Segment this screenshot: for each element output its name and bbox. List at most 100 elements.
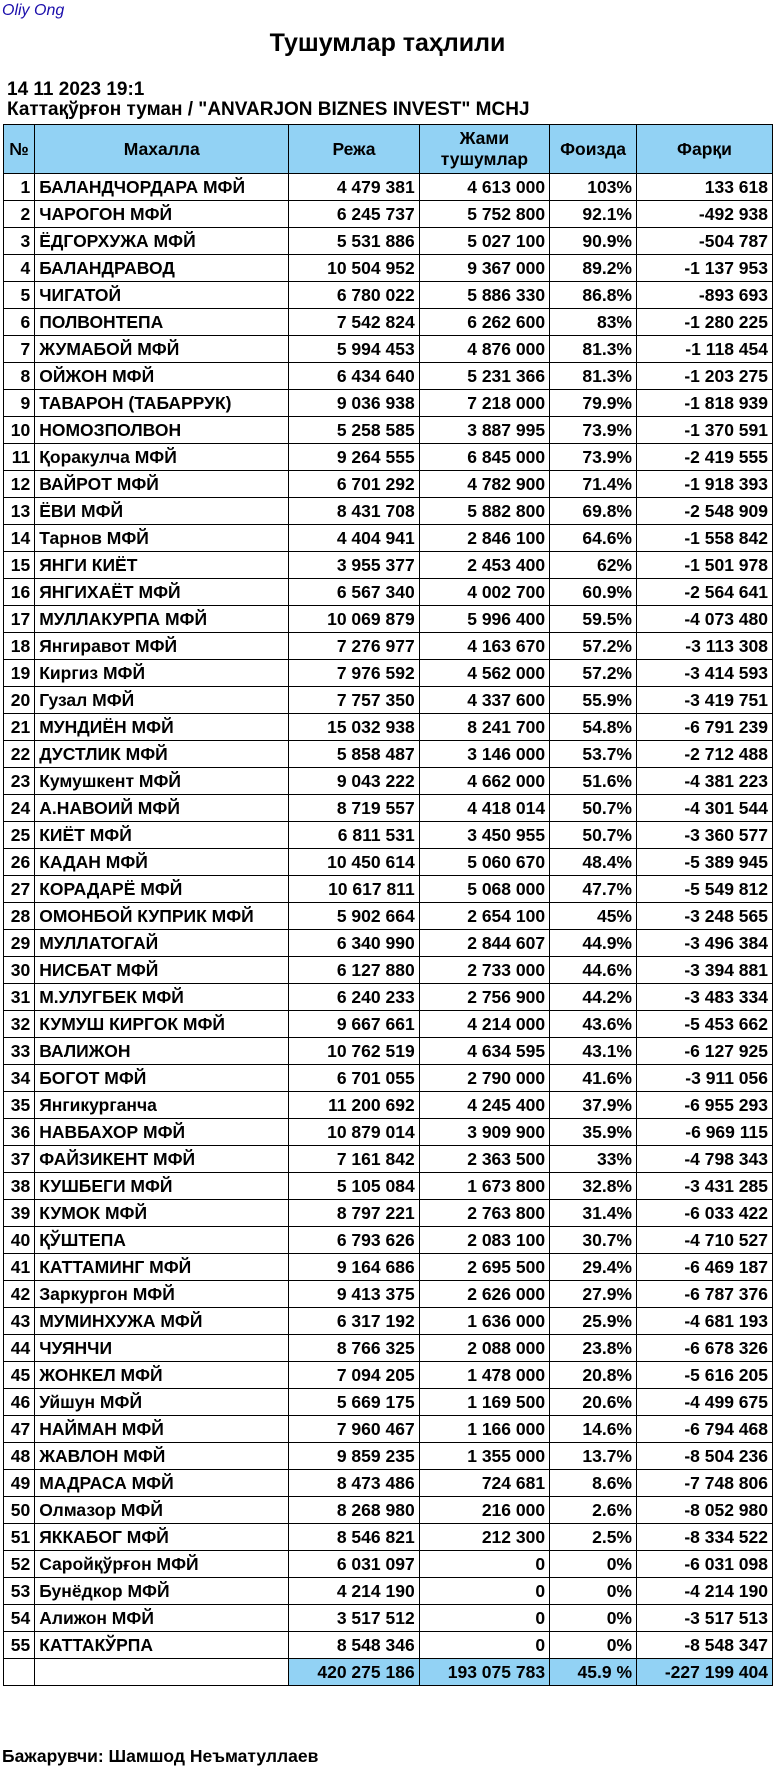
cell-income: 0 — [418, 1631, 551, 1659]
cell-percent: 89.2% — [549, 254, 637, 282]
cell-difference: -4 301 544 — [636, 794, 773, 822]
cell-income: 6 845 000 — [418, 443, 551, 471]
cell-percent: 55.9% — [549, 686, 637, 714]
cell-income: 4 337 600 — [418, 686, 551, 714]
col-header-total-income: Жами тушумлар — [418, 124, 551, 174]
cell-mahalla: МУМИНХУЖА МФЙ — [34, 1307, 290, 1335]
cell-plan: 6 567 340 — [288, 578, 420, 606]
cell-number: 49 — [2, 1469, 36, 1497]
cell-number: 29 — [2, 929, 36, 957]
cell-difference: -4 214 190 — [636, 1577, 773, 1605]
cell-plan: 9 667 661 — [288, 1010, 420, 1038]
page-title: Тушумлар таҳлили — [269, 29, 506, 57]
cell-plan: 8 546 821 — [288, 1523, 420, 1551]
cell-plan: 10 617 811 — [288, 875, 420, 903]
cell-difference: -2 712 488 — [636, 740, 773, 768]
cell-income: 0 — [418, 1604, 551, 1632]
cell-difference: -6 678 326 — [636, 1334, 773, 1362]
brand-link[interactable]: Oliy Ong — [2, 2, 65, 19]
table-row: 31 М.УЛУГБЕК МФЙ 6 240 233 2 756 900 44.2% -3… — [2, 983, 773, 1011]
cell-number: 8 — [2, 362, 36, 390]
cell-plan: 7 276 977 — [288, 632, 420, 660]
cell-difference: -3 517 513 — [636, 1604, 773, 1632]
cell-number: 41 — [2, 1253, 36, 1281]
cell-percent: 0% — [549, 1631, 637, 1659]
cell-income: 0 — [418, 1550, 551, 1578]
cell-plan: 6 780 022 — [288, 281, 420, 309]
cell-percent: 79.9% — [549, 389, 637, 417]
table-row: 3 ЁДГОРХУЖА МФЙ 5 531 886 5 027 100 90.9% -50… — [2, 227, 773, 255]
cell-income: 1 636 000 — [418, 1307, 551, 1335]
cell-mahalla: ЯККАБОГ МФЙ — [34, 1523, 290, 1551]
table-row: 26 КАДАН МФЙ 10 450 614 5 060 670 48.4% -5 38… — [2, 848, 773, 876]
table-row: 5 ЧИГАТОЙ 6 780 022 5 886 330 86.8% -893 693 — [2, 281, 773, 309]
cell-difference: -6 787 376 — [636, 1280, 773, 1308]
cell-mahalla: ОЙЖОН МФЙ — [34, 362, 290, 390]
cell-number: 53 — [2, 1577, 36, 1605]
cell-percent: 53.7% — [549, 740, 637, 768]
cell-number: 40 — [2, 1226, 36, 1254]
cell-income: 7 218 000 — [418, 389, 551, 417]
col-header-plan: Режа — [288, 124, 420, 174]
cell-difference: -3 419 751 — [636, 686, 773, 714]
cell-plan: 7 976 592 — [288, 659, 420, 687]
table-row: 33 ВАЛИЖОН 10 762 519 4 634 595 43.1% -6 127 … — [2, 1037, 773, 1065]
cell-percent: 29.4% — [549, 1253, 637, 1281]
table-row: 39 КУМОК МФЙ 8 797 221 2 763 800 31.4% -6 033… — [2, 1199, 773, 1227]
cell-percent: 51.6% — [549, 767, 637, 795]
cell-difference: -3 431 285 — [636, 1172, 773, 1200]
cell-difference: 133 618 — [636, 173, 773, 201]
cell-number: 51 — [2, 1523, 36, 1551]
cell-mahalla: Киргиз МФЙ — [34, 659, 290, 687]
cell-difference: -1 118 454 — [636, 335, 773, 363]
cell-plan: 7 757 350 — [288, 686, 420, 714]
cell-number: 13 — [2, 497, 36, 525]
cell-mahalla: ВАЛИЖОН — [34, 1037, 290, 1065]
cell-percent: 2.5% — [549, 1523, 637, 1551]
cell-income: 4 634 595 — [418, 1037, 551, 1065]
cell-plan: 15 032 938 — [288, 713, 420, 741]
cell-percent: 73.9% — [549, 443, 637, 471]
cell-percent: 59.5% — [549, 605, 637, 633]
table-row: 36 НАВБАХОР МФЙ 10 879 014 3 909 900 35.9% -6… — [2, 1118, 773, 1146]
cell-income: 4 214 000 — [418, 1010, 551, 1038]
cell-number: 4 — [2, 254, 36, 282]
cell-income: 4 876 000 — [418, 335, 551, 363]
cell-mahalla: А.НАВОИЙ МФЙ — [34, 794, 290, 822]
cell-mahalla: Олмазор МФЙ — [34, 1496, 290, 1524]
cell-mahalla: Бунёдкор МФЙ — [34, 1577, 290, 1605]
cell-mahalla: ТАВАРОН (ТАБАРРУК) — [34, 389, 290, 417]
cell-mahalla: МУЛЛАКУРПА МФЙ — [34, 605, 290, 633]
cell-mahalla: КУШБЕГИ МФЙ — [34, 1172, 290, 1200]
cell-mahalla: Тарнов МФЙ — [34, 524, 290, 552]
cell-plan: 7 161 842 — [288, 1145, 420, 1173]
col-header-number: № — [2, 124, 36, 174]
cell-percent: 47.7% — [549, 875, 637, 903]
cell-plan: 9 264 555 — [288, 443, 420, 471]
cell-percent: 57.2% — [549, 659, 637, 687]
table-row: 11 Қоракулча МФЙ 9 264 555 6 845 000 73.9% -2… — [2, 443, 773, 471]
cell-percent: 37.9% — [549, 1091, 637, 1119]
table-row: 16 ЯНГИХАЁТ МФЙ 6 567 340 4 002 700 60.9% -2 … — [2, 578, 773, 606]
table-header-row: № Махалла Режа Жами тушумлар Фоизда Фарқ… — [2, 124, 773, 174]
cell-percent: 0% — [549, 1604, 637, 1632]
cell-difference: -3 496 384 — [636, 929, 773, 957]
table-row: 23 Кумушкент МФЙ 9 043 222 4 662 000 51.6% -4… — [2, 767, 773, 795]
cell-number: 39 — [2, 1199, 36, 1227]
cell-income: 2 790 000 — [418, 1064, 551, 1092]
cell-mahalla: ЁВИ МФЙ — [34, 497, 290, 525]
cell-difference: -492 938 — [636, 200, 773, 228]
table-row: 44 ЧУЯНЧИ 8 766 325 2 088 000 23.8% -6 678 32… — [2, 1334, 773, 1362]
report-subtitle: Каттақўрғон туман / "ANVARJON BIZNES INV… — [7, 99, 530, 120]
cell-plan: 10 504 952 — [288, 254, 420, 282]
cell-difference: -3 248 565 — [636, 902, 773, 930]
cell-difference: -6 969 115 — [636, 1118, 773, 1146]
cell-mahalla: ЯНГИХАЁТ МФЙ — [34, 578, 290, 606]
cell-plan: 8 719 557 — [288, 794, 420, 822]
cell-difference: -8 504 236 — [636, 1442, 773, 1470]
cell-mahalla: Саройқўрғон МФЙ — [34, 1550, 290, 1578]
table-row: 9 ТАВАРОН (ТАБАРРУК) 9 036 938 7 218 000 79.… — [2, 389, 773, 417]
cell-number: 9 — [2, 389, 36, 417]
cell-percent: 43.1% — [549, 1037, 637, 1065]
cell-number: 15 — [2, 551, 36, 579]
